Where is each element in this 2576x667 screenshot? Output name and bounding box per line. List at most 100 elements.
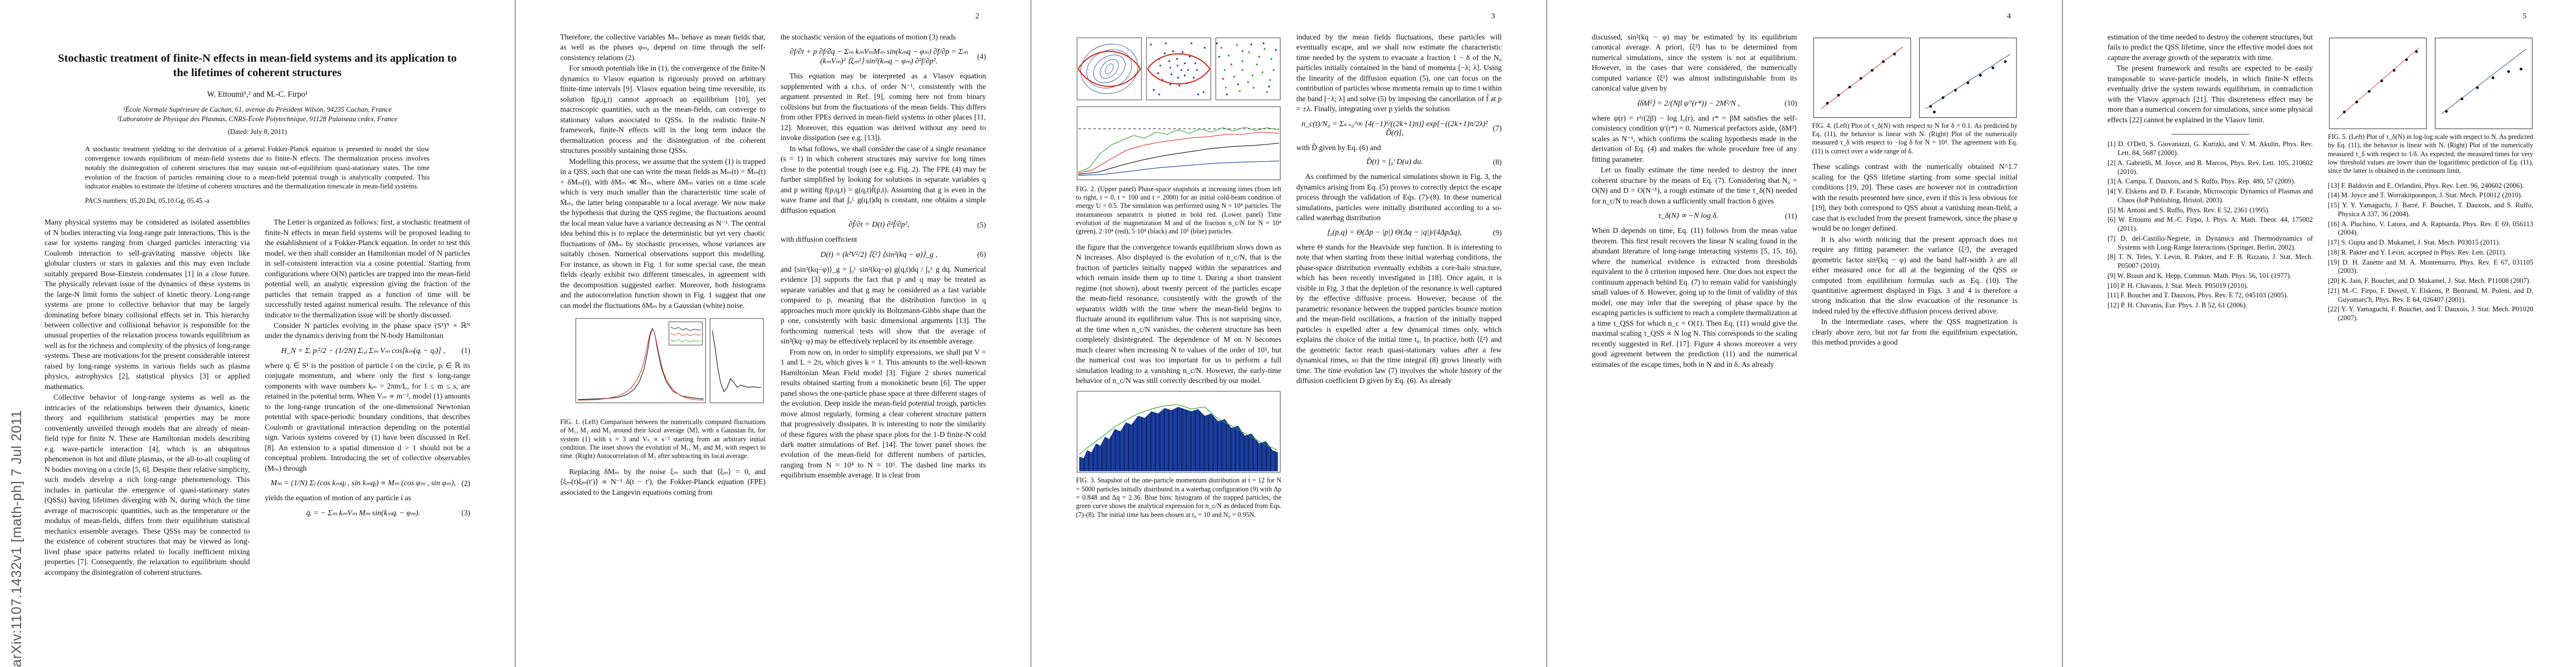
equation-3: q̈ᵢ = − Σₘ kₘVₘ Mₘ sin(kₘqᵢ − φₘ). (3): [265, 509, 470, 518]
reference-item: [9] W. Braun and K. Hepp, Commun. Math. …: [2107, 271, 2291, 280]
fig2-trace-N5e4: [1078, 143, 1279, 175]
affiliation-2: ²Laboratoire de Physique des Plasmas, CN…: [117, 115, 398, 123]
page-5: 5 estimation of the time needed to destr…: [2063, 0, 2576, 667]
equation-11: τ_δ(N) ∝ −N log δ. (11): [1592, 211, 1797, 221]
page3-column-right: induced by the mean fields fluctuations,…: [1297, 32, 1502, 525]
page-1: arXiv:1107.1432v1 [math-ph] 7 Jul 2011 S…: [0, 0, 515, 667]
fig1-inset-trace-M3: [670, 339, 701, 342]
fig2-magnetization-panel: [1077, 106, 1280, 181]
paragraph: and ⟨sin²(kq−φ)⟩_g = ∫₀ᴸ sin²(kq−φ) g(q,…: [780, 265, 986, 346]
paragraph: These scalings contrast with the numeric…: [1812, 162, 2018, 233]
reference-item: [4] Y. Elskens and D. F. Escande, Micros…: [2107, 187, 2313, 204]
equation-body: τ_δ(N) ∝ −N log δ.: [1658, 212, 1718, 221]
fig5-right-panel: [2434, 37, 2533, 130]
paragraph: As confirmed by the numerical simulation…: [1296, 172, 1502, 222]
authors-line: W. Ettoumi¹,² and M.-C. Firpo¹: [207, 90, 308, 99]
paragraph: Many physical systems may be considered …: [44, 218, 250, 391]
reference-item: [14] M. Joyce and T. Worrakitpoonpon, J.…: [2328, 191, 2523, 200]
page-number: 4: [2007, 12, 2011, 21]
page-4: 4 discussed, sin²(kq − φ) may be estimat…: [1547, 0, 2062, 667]
reference-item: [8] T. N. Teles, Y. Levin, R. Pakter, an…: [2107, 253, 2313, 270]
equation-body: q̈ᵢ = − Σₘ kₘVₘ Mₘ sin(kₘqᵢ − φₘ).: [306, 509, 420, 517]
fig2-separatrix-t100: [1147, 53, 1210, 84]
fig5-plot: [2329, 37, 2533, 130]
paragraph: where Θ stands for the Heaviside step fu…: [1296, 242, 1502, 385]
fig2-trace-N1e4: [1078, 127, 1279, 173]
fig1-autocorrelation-panel: [710, 318, 764, 404]
equation-body: n_c(t)/N₀ = Σₖ₌₀^∞ [4(−1)ᵏ/((2k+1)π)] ex…: [1301, 120, 1488, 137]
equation-2: Mₘ = (1/N) Σⱼ (cos kₘqⱼ , sin kₘqⱼ) ≡ Mₘ…: [265, 479, 470, 488]
reference-item: [13] F. Baldovin and E. Orlandini, Phys.…: [2328, 181, 2524, 190]
paragraph: Collective behavior of long-range system…: [44, 393, 250, 576]
reference-item: [15] Y. Y. Yamaguchi, J. Barré, F. Bouch…: [2328, 201, 2534, 218]
reference-item: [7] D. del-Castillo-Negrete, in Dynamics…: [2107, 234, 2313, 251]
figure-1: FIG. 1. (Left) Comparison between the nu…: [560, 315, 766, 460]
equation-body: ⟨δM²⟩ = 2/(Nβ ψ″(r*)) − 2M²/N ,: [1636, 99, 1740, 108]
equation-number: (8): [1493, 158, 1502, 167]
page-number: 3: [1491, 12, 1495, 21]
paragraph: estimation of the time needed to destroy…: [2107, 33, 2313, 62]
reference-item: [6] W. Ettoumi and M.-C. Firpo, J. Phys.…: [2107, 216, 2313, 233]
page-3: 3: [1032, 0, 1546, 667]
figure-2: FIG. 2. (Upper panel) Phase-space snapsh…: [1076, 37, 1282, 236]
reference-item: [1] D. O'Dell, S. Giovanazzi, G. Kurizki…: [2107, 140, 2313, 157]
references-left: [1] D. O'Dell, S. Giovanazzi, G. Kurizki…: [2107, 140, 2313, 310]
paragraph: discussed, sin²(kq − φ) may be estimated…: [1592, 33, 1797, 93]
reference-item: [21] M.-C. Firpo, F. Doveil, Y. Elskens,…: [2328, 286, 2534, 303]
paragraph: In the intermediate cases, where the QSS…: [1812, 317, 2018, 347]
paragraph: Modelling this process, we assume that t…: [560, 157, 766, 310]
paragraph: It is also worth noticing that the prese…: [1812, 235, 2018, 315]
fig2-caption: FIG. 2. (Upper panel) Phase-space snapsh…: [1076, 185, 1282, 236]
paragraph: Therefore, the collective variables Mₘ b…: [560, 33, 766, 62]
reference-item: [11] F. Bouchet and T. Dauxois, Phys. Re…: [2107, 291, 2289, 300]
equation-number: (3): [461, 509, 470, 517]
references-separator: [2171, 134, 2249, 135]
fig4-data-points-delta: [1929, 60, 2007, 113]
equation-number: (2): [461, 479, 470, 487]
fig2-scatter-t2000-blue: [1216, 42, 1277, 96]
fig3-plot: [1077, 391, 1280, 473]
fig2-trace-N2e4: [1078, 132, 1279, 174]
reference-item: [22] Y. Y. Yamaguchi, F. Bouchet, and T.…: [2328, 305, 2534, 322]
equation-5: ∂f̃/∂t = D(t) ∂²f̃/∂p², (5): [781, 221, 986, 230]
equation-number: (5): [977, 221, 986, 230]
paragraph: Consider N particles evolving in the pha…: [265, 321, 471, 340]
page4-column-right: FIG. 4. (Left) Plot of τ_δ(N) with respe…: [1812, 32, 2018, 370]
reference-item: [2] A. Gabrielli, M. Joyce, and B. Marco…: [2107, 158, 2313, 176]
paragraph: yields the equation of motion of any par…: [265, 494, 411, 502]
fig1-caption: FIG. 1. (Left) Comparison between the nu…: [560, 417, 766, 460]
page5-column-left: estimation of the time needed to destroy…: [2107, 32, 2313, 324]
equation-9: f₀(p,q) = Θ(Δp − |p|) Θ(Δq − |q|)/(4ΔpΔq…: [1297, 228, 1502, 237]
paragraph: The Letter is organized as follows: firs…: [265, 218, 471, 319]
reference-item: [12] P. H. Chavanis, Eur. Phys. J. B 52,…: [2107, 301, 2248, 310]
equation-body: H_N = Σᵢ pᵢ²/2 − (1/2N) Σᵢ,ⱼ Σₘ Vₘ cos[k…: [281, 346, 445, 355]
equation-body: ∂f/∂t + p ∂f/∂q − Σₘ kₘVₘMₘ sin(kₘq − φₘ…: [790, 48, 968, 66]
page-number: 5: [2523, 12, 2527, 21]
reference-item: [5] M. Antoni and S. Ruffo, Phys. Rev. E…: [2107, 206, 2270, 214]
paragraph: with D̃ given by Eq. (6) and: [1296, 143, 1381, 152]
paragraph: From now on, in order to simplify expres…: [780, 347, 986, 480]
equation-number: (1): [461, 346, 470, 355]
paragraph: In what follows, we shall consider the c…: [780, 144, 986, 215]
page1-column-right: The Letter is organized as follows: firs…: [265, 217, 471, 578]
equation-number: (7): [1493, 124, 1502, 133]
fig2-phase-panel-t2000: [1215, 37, 1280, 101]
equation-7: n_c(t)/N₀ = Σₖ₌₀^∞ [4(−1)ᵏ/((2k+1)π)] ex…: [1297, 120, 1502, 138]
equation-body: D̃(t) = ∫₀ᵗ D(u) du.: [1366, 158, 1423, 167]
fig4-data-points-N: [1825, 52, 1896, 105]
figure-3: FIG. 3. Snapshot of the one-particle mom…: [1076, 390, 1282, 519]
paragraph: the stochastic version of the equations …: [780, 33, 956, 41]
reference-item: [10] P. H. Chavanis, J. Stat. Mech. P050…: [2107, 281, 2249, 290]
arxiv-watermark: arXiv:1107.1432v1 [math-ph] 7 Jul 2011: [9, 410, 24, 667]
reference-item: [16] A. Pluchino, V. Latora, and A. Rapi…: [2328, 220, 2534, 237]
dated-line: (Dated: July 8, 2011): [227, 128, 287, 136]
fig2-phase-panel-t0: [1077, 37, 1142, 101]
fig3-histogram-bars: [1079, 407, 1278, 472]
fig3-analytic-envelope: [1079, 404, 1278, 455]
equation-body: ∂f̃/∂t = D(t) ∂²f̃/∂p²,: [848, 221, 910, 230]
paper-title: Stochastic treatment of finite-N effects…: [58, 52, 457, 79]
page2-column-left: Therefore, the collective variables Mₘ b…: [560, 32, 766, 498]
equation-number: (4): [977, 52, 986, 61]
fig1-plot: [575, 318, 764, 404]
